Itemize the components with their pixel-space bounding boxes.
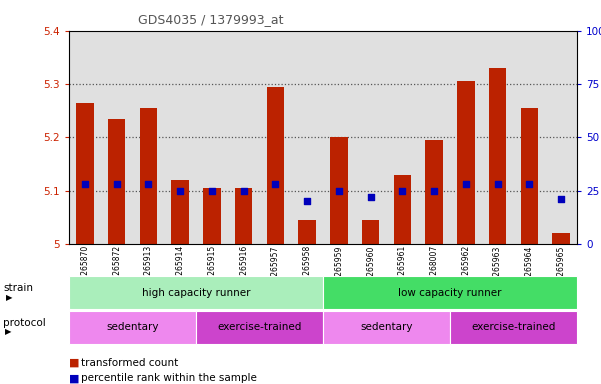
Bar <box>76 103 94 244</box>
Point <box>429 187 439 194</box>
Point <box>366 194 376 200</box>
Point <box>525 181 534 187</box>
Point <box>144 181 153 187</box>
Bar <box>171 180 189 244</box>
Point <box>493 181 502 187</box>
Point <box>270 181 280 187</box>
Point <box>239 187 248 194</box>
Text: strain: strain <box>3 283 33 293</box>
Point <box>80 181 90 187</box>
Bar <box>426 140 443 244</box>
Point <box>302 198 312 204</box>
Text: percentile rank within the sample: percentile rank within the sample <box>81 373 257 383</box>
Bar <box>299 220 316 244</box>
Bar <box>267 87 284 244</box>
Text: GDS4035 / 1379993_at: GDS4035 / 1379993_at <box>138 13 283 26</box>
Text: ■: ■ <box>69 358 79 368</box>
Text: low capacity runner: low capacity runner <box>398 288 502 298</box>
Text: high capacity runner: high capacity runner <box>142 288 251 298</box>
Text: transformed count: transformed count <box>81 358 178 368</box>
Bar <box>330 137 347 244</box>
Bar <box>203 188 221 244</box>
Text: sedentary: sedentary <box>360 322 413 333</box>
Bar <box>362 220 379 244</box>
Bar <box>520 108 538 244</box>
Text: ▶: ▶ <box>6 293 13 302</box>
Text: sedentary: sedentary <box>106 322 159 333</box>
Point <box>461 181 471 187</box>
Point <box>175 187 185 194</box>
Text: ▶: ▶ <box>5 328 11 336</box>
Bar <box>394 175 411 244</box>
Bar <box>552 233 570 244</box>
Bar <box>489 68 506 244</box>
Bar <box>457 81 475 244</box>
Text: exercise-trained: exercise-trained <box>471 322 556 333</box>
Point <box>398 187 407 194</box>
Bar <box>108 119 126 244</box>
Bar <box>140 108 157 244</box>
Point <box>112 181 121 187</box>
Text: protocol: protocol <box>3 318 46 328</box>
Point <box>207 187 217 194</box>
Point <box>557 196 566 202</box>
Text: exercise-trained: exercise-trained <box>218 322 302 333</box>
Bar <box>235 188 252 244</box>
Point <box>334 187 344 194</box>
Text: ■: ■ <box>69 373 79 383</box>
